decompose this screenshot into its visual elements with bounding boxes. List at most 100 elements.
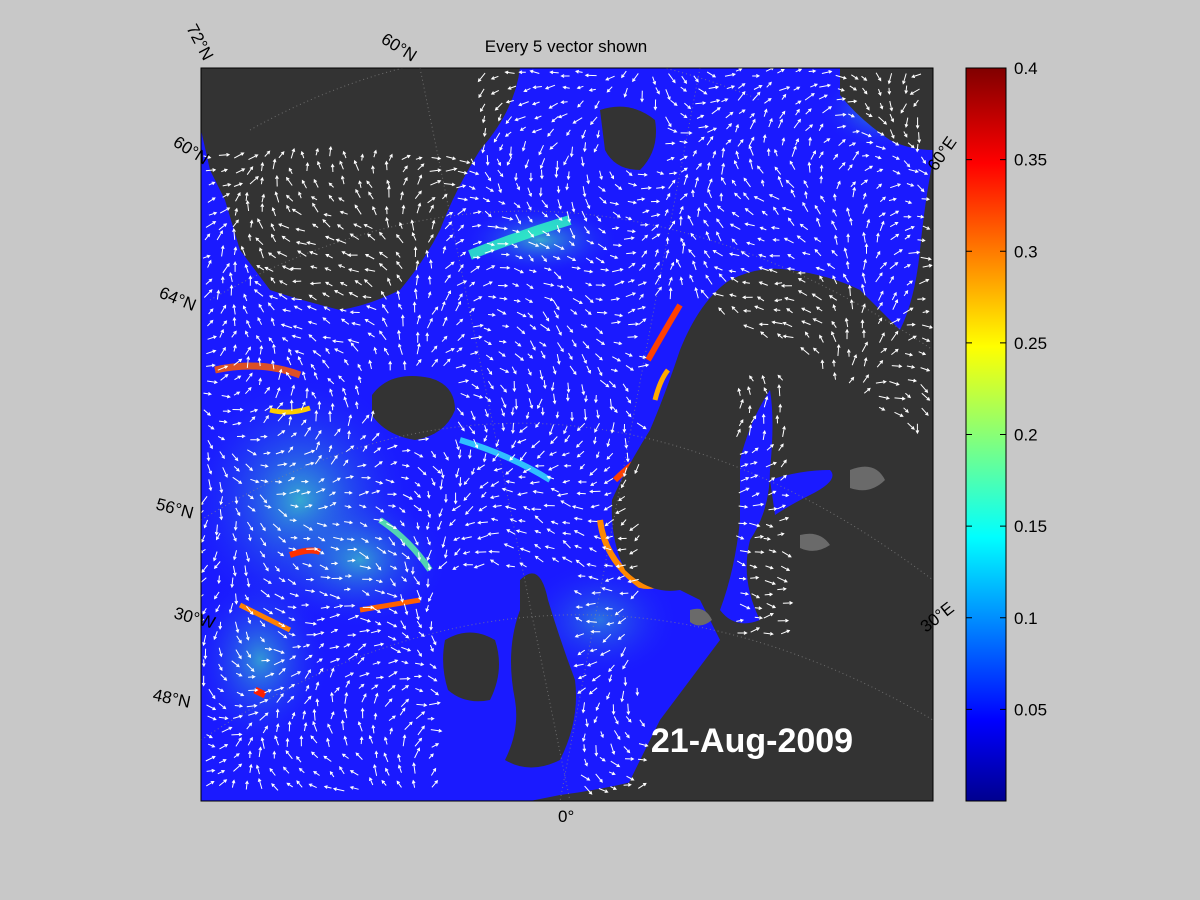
- current-vector-arrow: [218, 647, 223, 658]
- current-vector-arrow: [439, 479, 443, 491]
- current-vector-arrow: [502, 324, 510, 329]
- current-vector-arrow: [402, 463, 410, 468]
- current-vector-arrow: [831, 331, 837, 342]
- current-vector-arrow: [232, 476, 243, 484]
- current-vector-arrow: [350, 342, 359, 352]
- current-vector-arrow: [417, 466, 427, 476]
- current-vector-arrow: [429, 259, 433, 269]
- current-vector-arrow: [347, 338, 360, 344]
- current-vector-arrow: [613, 716, 619, 725]
- current-vector-arrow: [605, 535, 613, 540]
- current-vector-arrow: [594, 745, 599, 757]
- current-vector-arrow: [738, 504, 749, 509]
- current-vector-arrow: [232, 565, 237, 577]
- current-vector-arrow: [259, 636, 265, 643]
- current-vector-arrow: [900, 103, 907, 114]
- current-vector-arrow: [552, 300, 560, 311]
- current-vector-arrow: [426, 578, 430, 588]
- current-vector-arrow: [264, 689, 272, 694]
- current-vector-arrow: [397, 753, 401, 763]
- current-vector-arrow: [208, 479, 213, 492]
- current-vector-arrow: [743, 177, 751, 188]
- current-vector-arrow: [374, 589, 386, 595]
- current-vector-arrow: [290, 384, 296, 396]
- current-vector-arrow: [595, 283, 606, 288]
- current-vector-arrow: [328, 182, 334, 188]
- current-vector-arrow: [453, 492, 458, 505]
- current-vector-arrow: [627, 200, 638, 205]
- current-vector-arrow: [603, 477, 614, 484]
- colorbar: 0.050.10.150.20.250.30.350.4: [965, 59, 1047, 802]
- current-vector-arrow: [315, 548, 325, 555]
- current-vector-arrow: [756, 165, 764, 174]
- current-vector-arrow: [795, 138, 799, 146]
- current-vector-arrow: [596, 310, 608, 315]
- current-vector-arrow: [708, 85, 720, 90]
- current-vector-arrow: [656, 185, 666, 190]
- current-vector-arrow: [373, 447, 382, 454]
- current-vector-arrow: [416, 649, 422, 657]
- current-vector-arrow: [599, 196, 607, 204]
- current-vector-arrow: [385, 767, 390, 776]
- current-vector-arrow: [341, 251, 349, 256]
- current-vector-arrow: [373, 346, 378, 355]
- current-vector-arrow: [416, 314, 421, 325]
- current-vector-arrow: [531, 101, 540, 106]
- current-vector-arrow: [431, 478, 436, 487]
- current-vector-arrow: [691, 189, 695, 198]
- current-vector-arrow: [753, 196, 765, 202]
- current-vector-arrow: [920, 383, 929, 394]
- current-vector-arrow: [724, 72, 736, 77]
- current-vector-arrow: [360, 153, 365, 161]
- current-vector-arrow: [281, 337, 289, 342]
- current-vector-arrow: [247, 494, 254, 500]
- current-vector-arrow: [554, 169, 559, 179]
- current-vector-arrow: [605, 75, 615, 81]
- current-vector-arrow: [763, 108, 768, 117]
- current-vector-arrow: [390, 461, 398, 466]
- current-vector-arrow: [638, 363, 650, 368]
- current-vector-arrow: [501, 252, 510, 257]
- current-vector-arrow: [362, 445, 368, 452]
- current-vector-arrow: [766, 602, 777, 609]
- current-vector-arrow: [488, 312, 496, 317]
- current-vector-arrow: [324, 267, 332, 272]
- current-vector-arrow: [843, 273, 849, 283]
- current-vector-arrow: [766, 444, 774, 451]
- current-vector-arrow: [721, 162, 726, 175]
- current-vector-arrow: [625, 216, 633, 221]
- current-vector-arrow: [330, 658, 341, 663]
- current-vector-arrow: [785, 179, 795, 189]
- current-vector-arrow: [750, 461, 758, 465]
- current-vector-arrow: [217, 575, 221, 585]
- current-vector-arrow: [233, 182, 243, 187]
- current-vector-arrow: [235, 672, 243, 677]
- current-vector-arrow: [513, 299, 521, 303]
- current-vector-arrow: [340, 719, 345, 731]
- current-vector-arrow: [751, 492, 760, 498]
- current-vector-arrow: [611, 320, 622, 325]
- current-vector-arrow: [746, 241, 755, 246]
- current-vector-arrow: [534, 464, 545, 468]
- current-vector-arrow: [312, 350, 322, 357]
- current-vector-arrow: [781, 137, 786, 146]
- current-vector-arrow: [219, 482, 224, 494]
- current-vector-arrow: [429, 168, 442, 173]
- current-vector-arrow: [652, 76, 657, 86]
- current-vector-arrow: [782, 334, 794, 339]
- current-vector-arrow: [236, 434, 246, 439]
- current-vector-arrow: [555, 325, 562, 336]
- current-vector-arrow: [207, 380, 218, 384]
- current-vector-arrow: [831, 249, 838, 257]
- current-vector-arrow: [549, 142, 558, 150]
- current-vector-arrow: [259, 247, 264, 259]
- current-vector-arrow: [712, 150, 717, 159]
- current-vector-arrow: [894, 411, 904, 417]
- current-vector-arrow: [534, 555, 544, 563]
- current-vector-arrow: [310, 735, 318, 744]
- current-vector-arrow: [316, 488, 326, 494]
- current-vector-arrow: [861, 132, 872, 138]
- current-vector-arrow: [762, 429, 767, 440]
- current-vector-arrow: [276, 492, 287, 496]
- current-vector-arrow: [457, 407, 464, 416]
